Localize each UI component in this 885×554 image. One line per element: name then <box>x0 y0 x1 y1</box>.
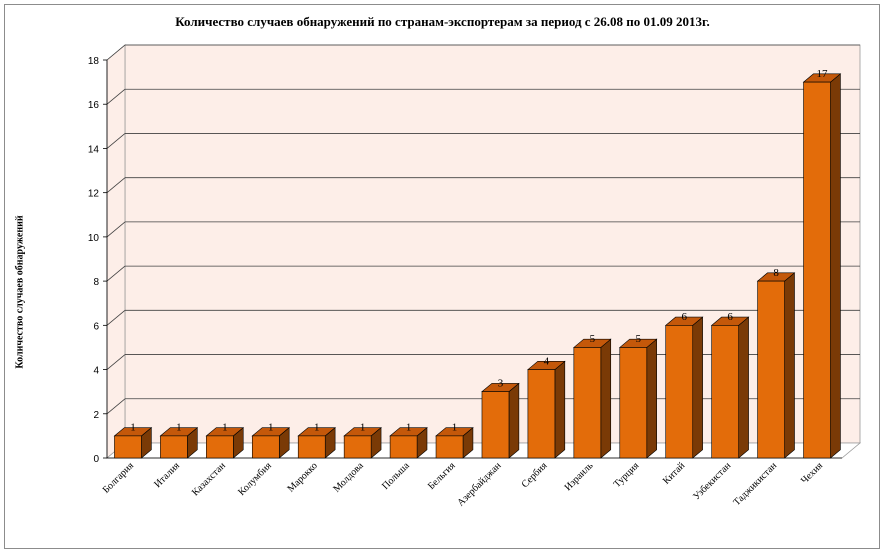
bar <box>619 347 648 459</box>
bar <box>297 435 326 459</box>
y-tick-label: 12 <box>88 189 100 200</box>
x-tick-label: Казахстан <box>190 460 228 498</box>
x-tick-label: Китай <box>661 460 688 487</box>
data-label: 1 <box>406 422 412 434</box>
data-label: 1 <box>452 422 458 434</box>
bar-side <box>600 338 612 459</box>
bar <box>206 435 234 459</box>
bar <box>481 391 510 459</box>
gridline-side <box>106 265 126 282</box>
bar-side <box>738 316 749 459</box>
x-tick-label: Молдова <box>331 460 366 495</box>
chart-title: Количество случаев обнаружений по страна… <box>175 14 710 29</box>
bar <box>389 435 418 459</box>
bar <box>251 435 280 459</box>
gridline-side <box>106 398 126 415</box>
y-tick-label: 0 <box>93 454 99 465</box>
bar <box>711 325 739 459</box>
y-tick-label: 14 <box>88 144 100 155</box>
x-tick-label: Марокко <box>286 460 320 494</box>
x-tick-label: Италия <box>152 460 182 490</box>
gridline-side <box>106 221 126 238</box>
data-label: 6 <box>681 311 687 323</box>
data-label: 1 <box>314 422 320 434</box>
bar-side <box>830 73 841 459</box>
gridline-side <box>106 177 126 193</box>
x-tick-label: Израиль <box>563 460 596 493</box>
x-tick-label: Азербайджан <box>455 460 504 509</box>
x-tick-label: Чехия <box>799 460 825 486</box>
bar <box>665 325 694 459</box>
bar <box>527 369 556 459</box>
bar-side <box>508 382 520 459</box>
data-label: 17 <box>817 68 829 80</box>
bar <box>343 435 372 459</box>
bar-side <box>692 316 703 459</box>
y-tick-label: 16 <box>88 100 100 111</box>
bar-side <box>784 272 795 459</box>
y-tick-label: 10 <box>88 233 100 244</box>
x-tick-label: Польша <box>380 460 412 492</box>
x-tick-label: Узбекистан <box>691 460 734 503</box>
gridline-side <box>106 310 126 326</box>
x-tick-label: Таджикистан <box>731 460 779 508</box>
data-label: 1 <box>360 422 366 434</box>
bar <box>114 435 142 459</box>
data-label: 4 <box>544 355 550 367</box>
data-label: 5 <box>590 333 596 345</box>
x-tick-label: Бельгия <box>426 460 458 492</box>
bar <box>803 81 831 459</box>
data-label: 3 <box>498 377 504 389</box>
y-tick-label: 2 <box>93 410 99 421</box>
data-label: 1 <box>176 422 182 434</box>
gridline-side <box>106 133 126 149</box>
data-label: 1 <box>222 422 228 434</box>
data-label: 1 <box>268 422 274 434</box>
x-tick-label: Турция <box>612 460 642 490</box>
bar <box>757 280 785 459</box>
data-label: 8 <box>773 267 779 279</box>
x-tick-label: Колумбия <box>236 460 274 498</box>
y-tick-label: 18 <box>88 56 100 67</box>
y-tick-label: 4 <box>93 366 99 377</box>
gridline-side <box>106 44 126 61</box>
data-label: 6 <box>727 311 733 323</box>
gridline-side <box>106 88 126 105</box>
data-label: 1 <box>130 422 136 434</box>
x-tick-label: Болгария <box>101 460 137 496</box>
bar <box>435 435 464 459</box>
x-tick-label: Сербия <box>520 460 550 490</box>
gridline-side <box>106 354 126 370</box>
bar-side <box>554 360 566 459</box>
side-wall <box>106 44 126 459</box>
data-label: 5 <box>636 333 642 345</box>
bar-side <box>646 338 657 459</box>
y-tick-label: 8 <box>93 277 99 288</box>
bar <box>160 435 188 459</box>
bar <box>573 347 602 459</box>
y-tick-label: 6 <box>93 321 99 332</box>
